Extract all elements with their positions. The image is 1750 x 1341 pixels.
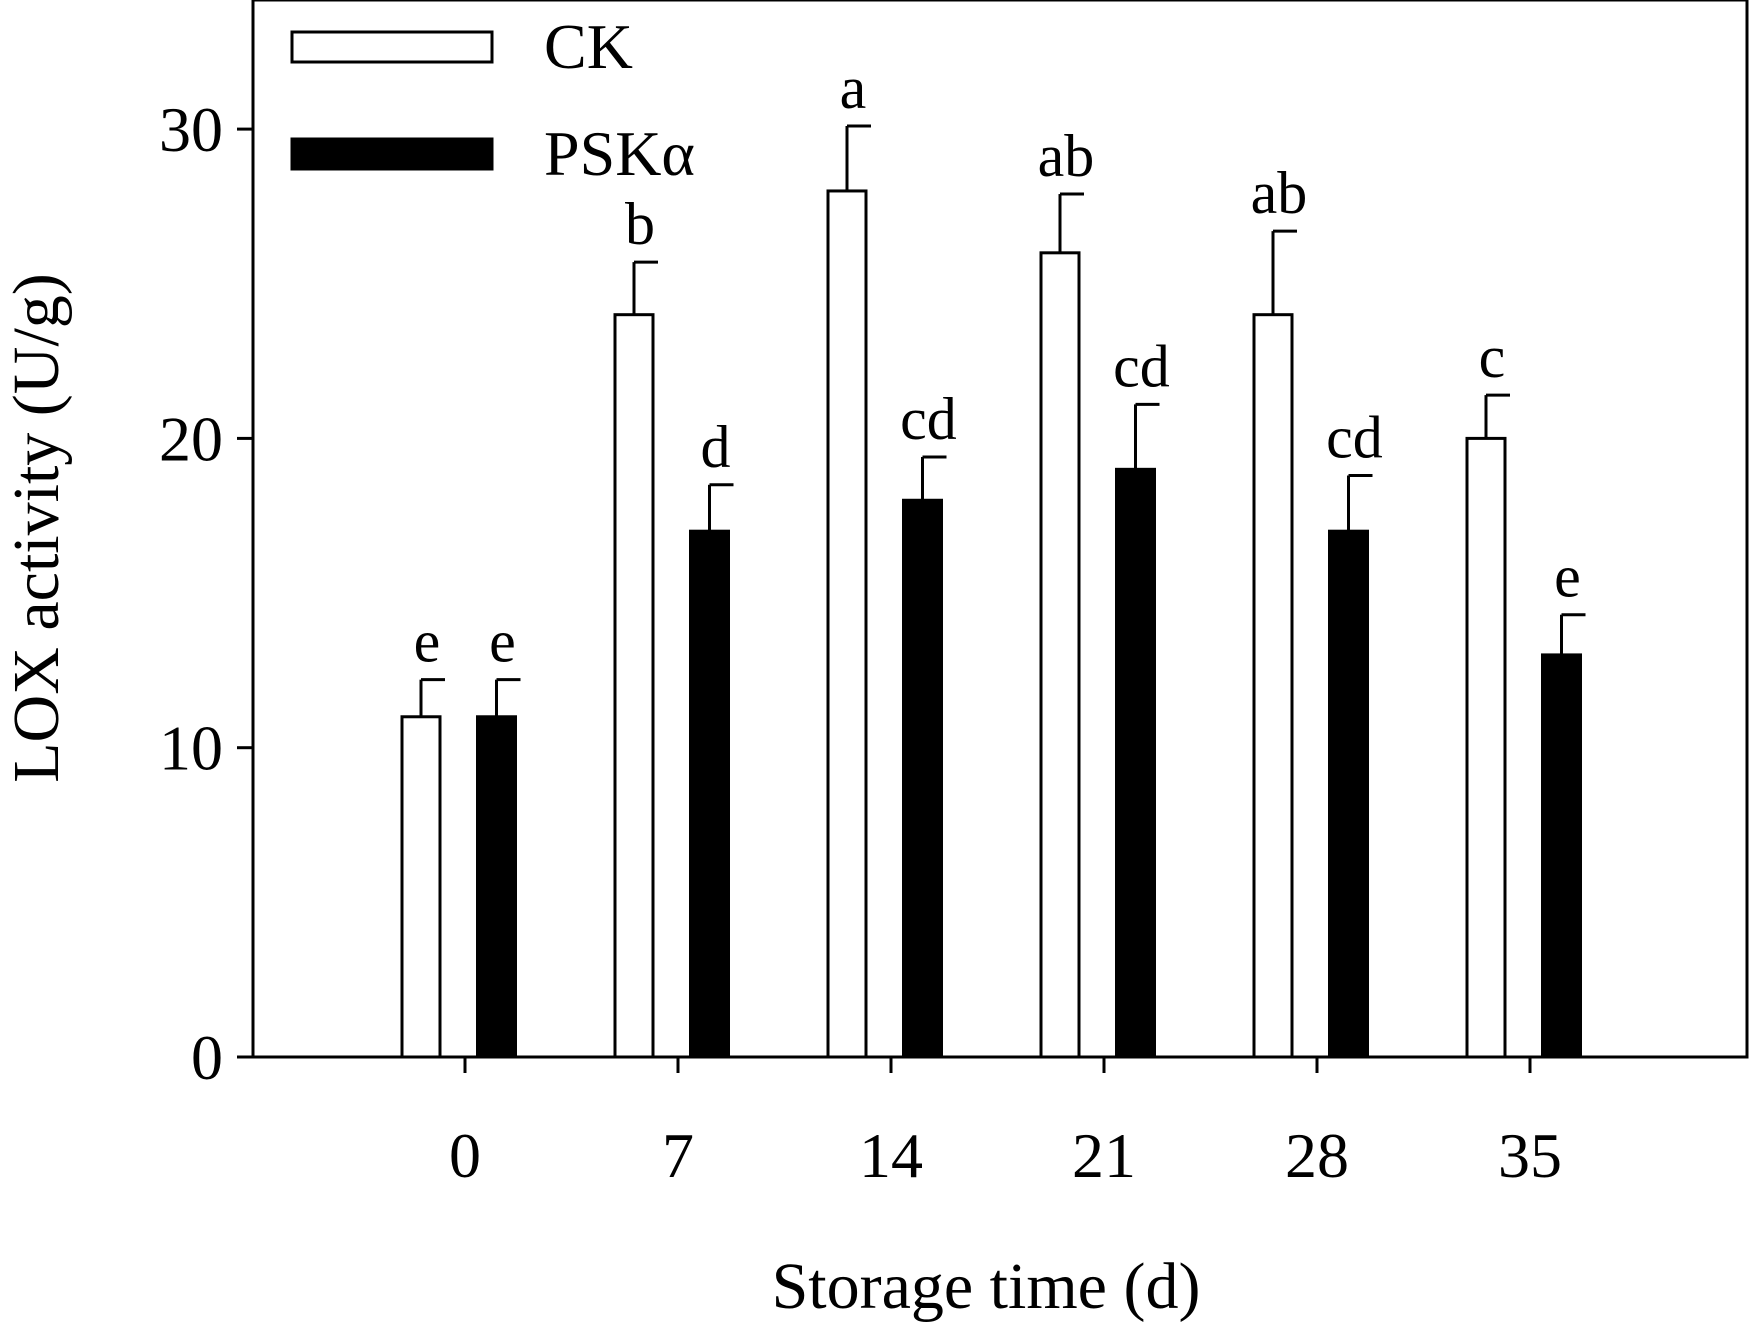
significance-label: b: [625, 191, 655, 257]
significance-labels: e b a ab ab c e d cd cd cd e: [414, 55, 1581, 675]
bar-ck: [1039, 251, 1081, 1059]
bar-pska: [476, 715, 517, 1059]
significance-label: a: [840, 55, 867, 121]
bar-pska: [1541, 653, 1582, 1059]
significance-label: ab: [1038, 123, 1095, 189]
y-tick-label: 20: [159, 403, 223, 474]
significance-label: cd: [1113, 333, 1170, 399]
significance-label: cd: [900, 386, 957, 452]
y-tick-label: 10: [159, 713, 223, 784]
x-tick-label: 28: [1285, 1120, 1349, 1191]
bar-ck: [1465, 436, 1507, 1059]
significance-label: d: [701, 414, 731, 480]
significance-label: ab: [1251, 160, 1308, 226]
bars: [400, 124, 1586, 1059]
bar-ck: [826, 189, 868, 1059]
bar-pska: [902, 498, 943, 1059]
legend-swatch-pska: [290, 137, 494, 171]
x-axis: 0 7 14 21 28 35: [449, 1057, 1562, 1191]
plot-frame: [251, 0, 1749, 1059]
x-tick-label: 7: [662, 1120, 694, 1191]
significance-label: e: [414, 609, 441, 675]
y-tick-label: 30: [159, 94, 223, 165]
y-axis: 0 10 20 30: [159, 94, 253, 1093]
x-tick-label: 21: [1072, 1120, 1136, 1191]
legend-label-ck: CK: [544, 11, 633, 82]
bar-pska: [1328, 529, 1369, 1059]
legend-swatch-ck: [290, 30, 494, 64]
bar-pska: [689, 529, 730, 1059]
legend: CK PSKα: [290, 11, 695, 189]
significance-label: cd: [1326, 405, 1383, 471]
significance-label: c: [1479, 324, 1506, 390]
bar-pska: [1115, 467, 1156, 1059]
x-tick-label: 35: [1498, 1120, 1562, 1191]
x-tick-label: 14: [859, 1120, 923, 1191]
legend-label-pska: PSKα: [544, 118, 695, 189]
x-tick-label: 0: [449, 1120, 481, 1191]
significance-label: e: [489, 609, 516, 675]
x-axis-title: Storage time (d): [772, 1250, 1201, 1323]
bar-ck: [400, 715, 442, 1059]
y-tick-label: 0: [191, 1022, 223, 1093]
bar-ck: [1252, 313, 1294, 1059]
significance-label: e: [1554, 544, 1581, 610]
y-axis-title: LOX activity (U/g): [0, 273, 73, 783]
bar-ck: [613, 313, 655, 1059]
